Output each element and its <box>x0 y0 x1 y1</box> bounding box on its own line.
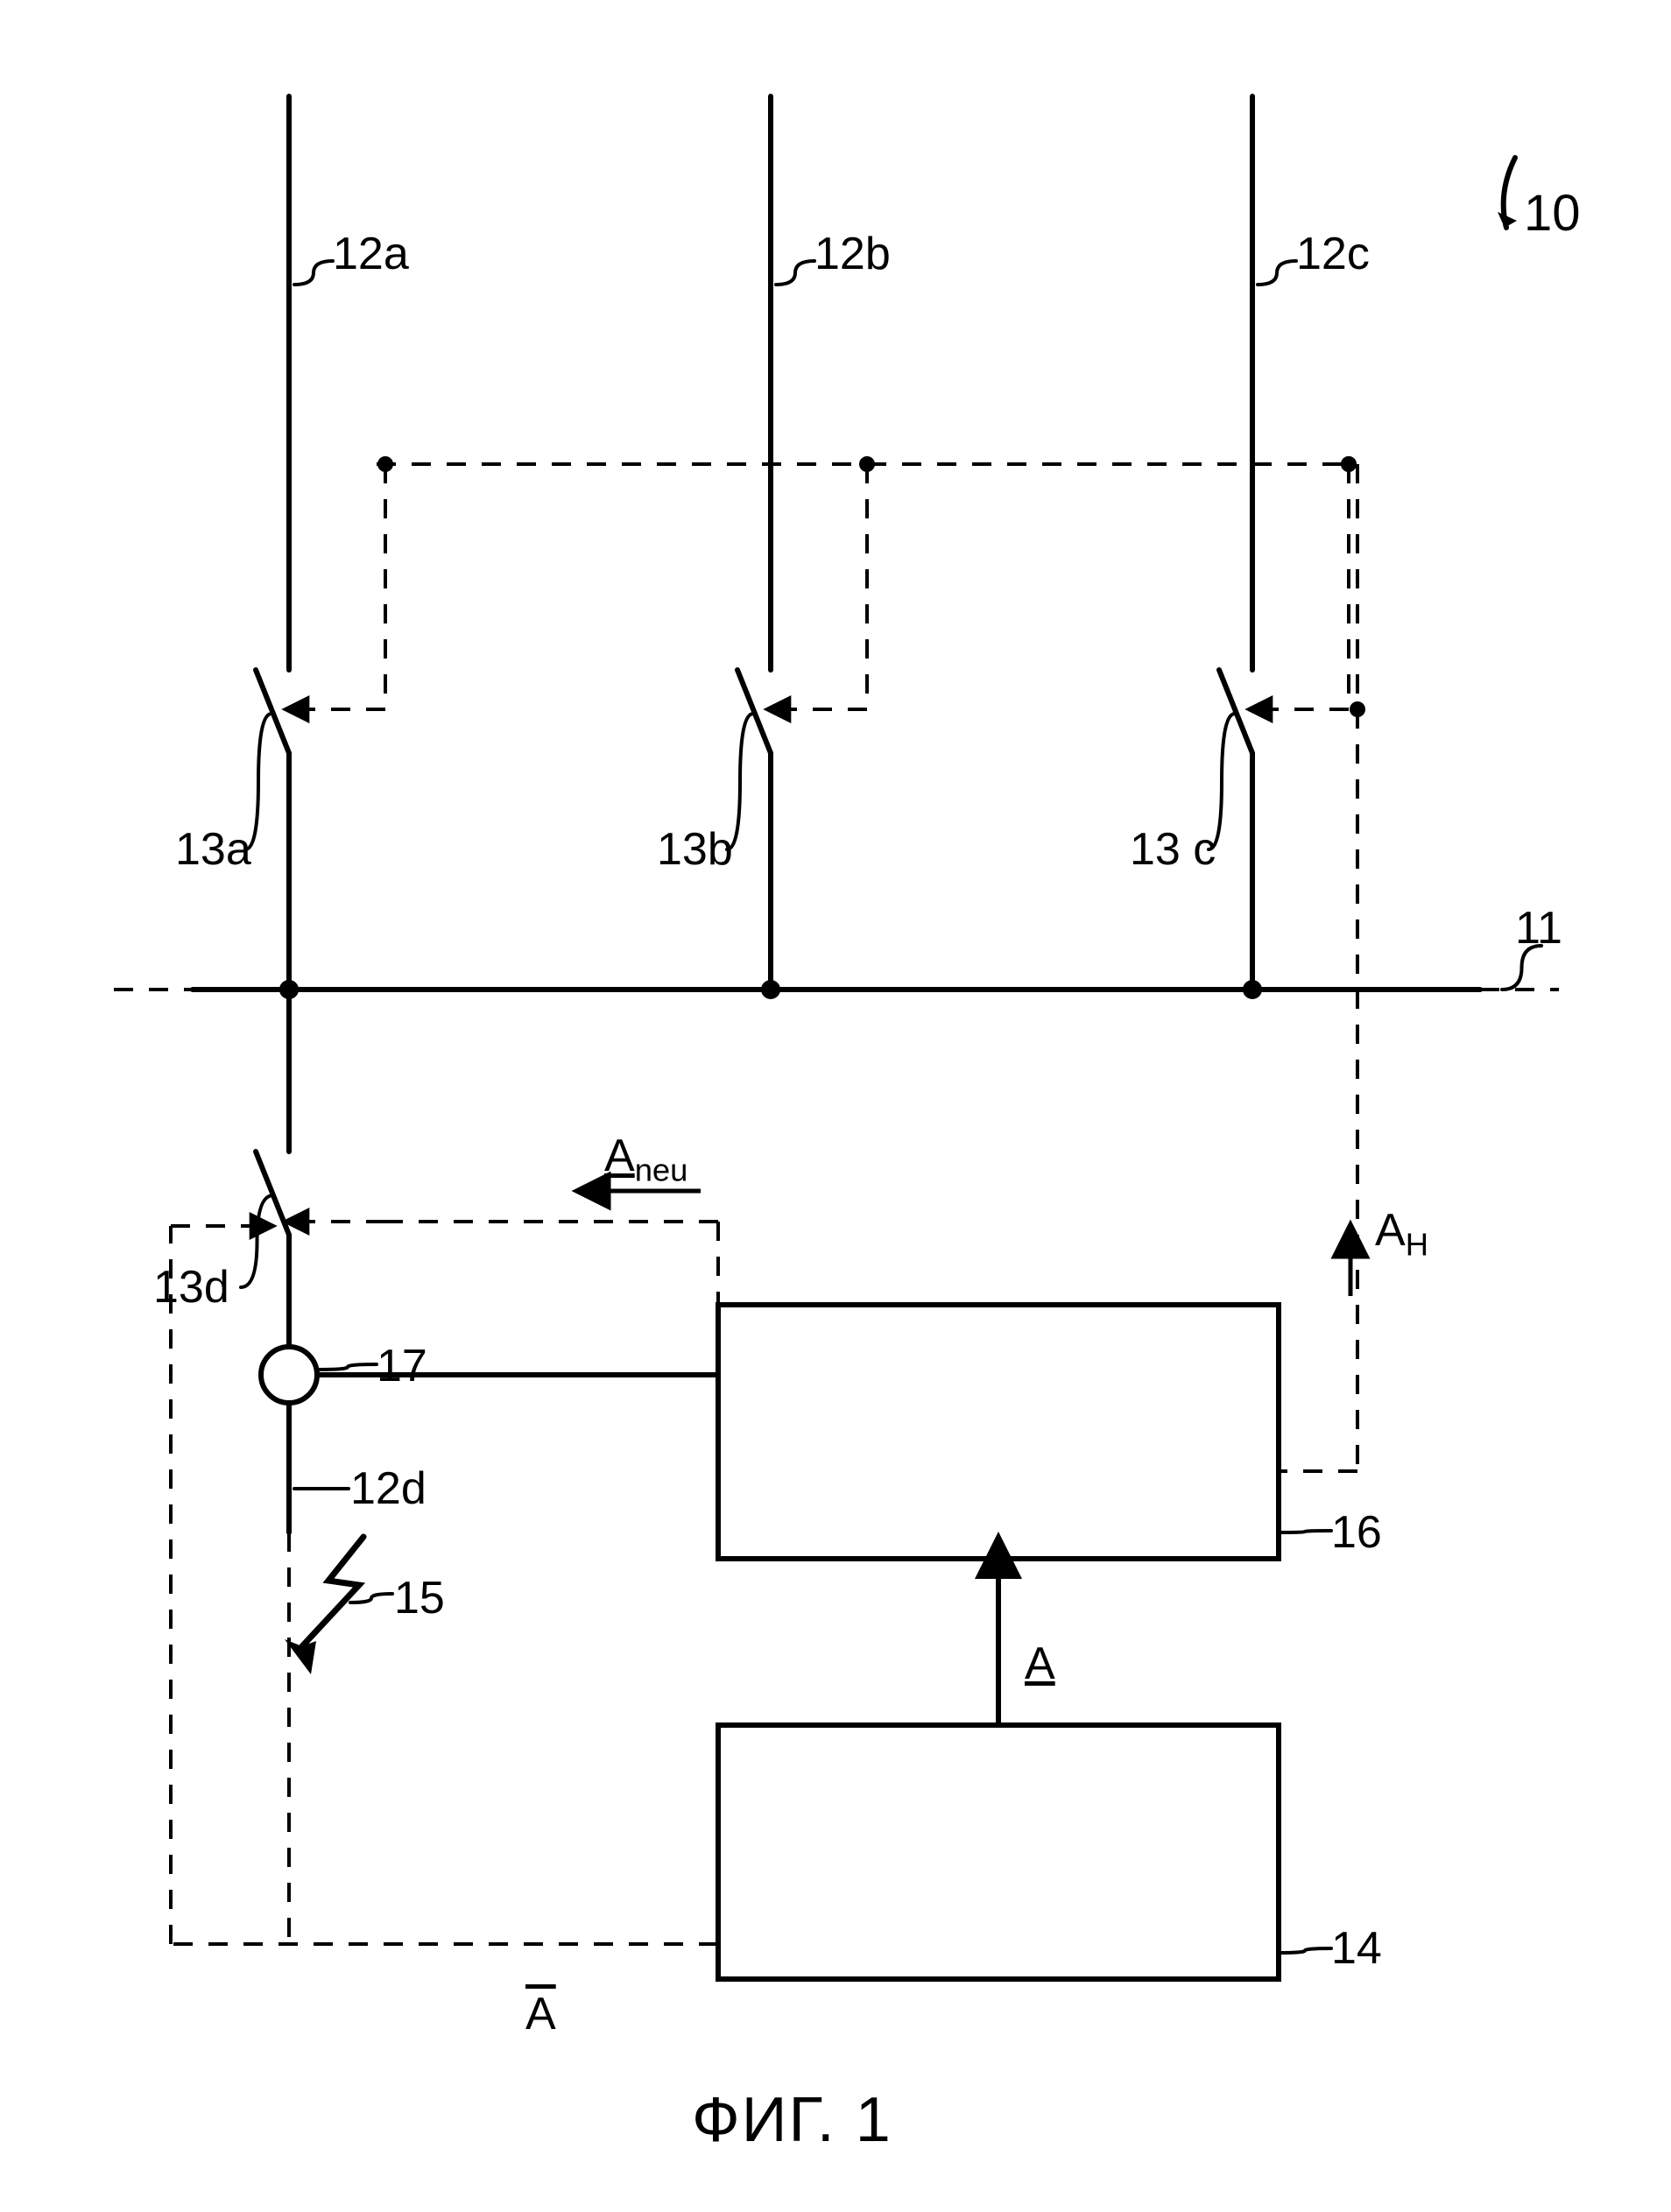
label-12b: 12b <box>814 228 891 280</box>
label-16: 16 <box>1331 1506 1382 1559</box>
label-17: 17 <box>377 1340 427 1392</box>
label-A-bottom: A <box>525 1988 556 2040</box>
label-Aneu: Aneu <box>604 1130 687 1188</box>
label-13a: 13a <box>175 823 251 876</box>
label-10: 10 <box>1524 184 1581 243</box>
label-AH: AH <box>1375 1204 1428 1263</box>
label-12a: 12a <box>333 228 409 280</box>
label-13b: 13b <box>657 823 733 876</box>
label-13d: 13d <box>153 1261 229 1314</box>
diagram-svg <box>0 0 1671 2212</box>
figure-1: 10 12a 12b 12c 13a 13b 13 c 11 13d 17 12… <box>0 0 1671 2212</box>
figure-title: ФИГ. 1 <box>692 2084 892 2156</box>
label-15: 15 <box>394 1572 445 1624</box>
label-12c: 12c <box>1296 228 1370 280</box>
label-11: 11 <box>1515 902 1562 955</box>
label-A-mid: A <box>1025 1638 1055 1690</box>
label-13c: 13 c <box>1130 823 1216 876</box>
label-12d: 12d <box>350 1462 427 1515</box>
label-14: 14 <box>1331 1922 1382 1975</box>
